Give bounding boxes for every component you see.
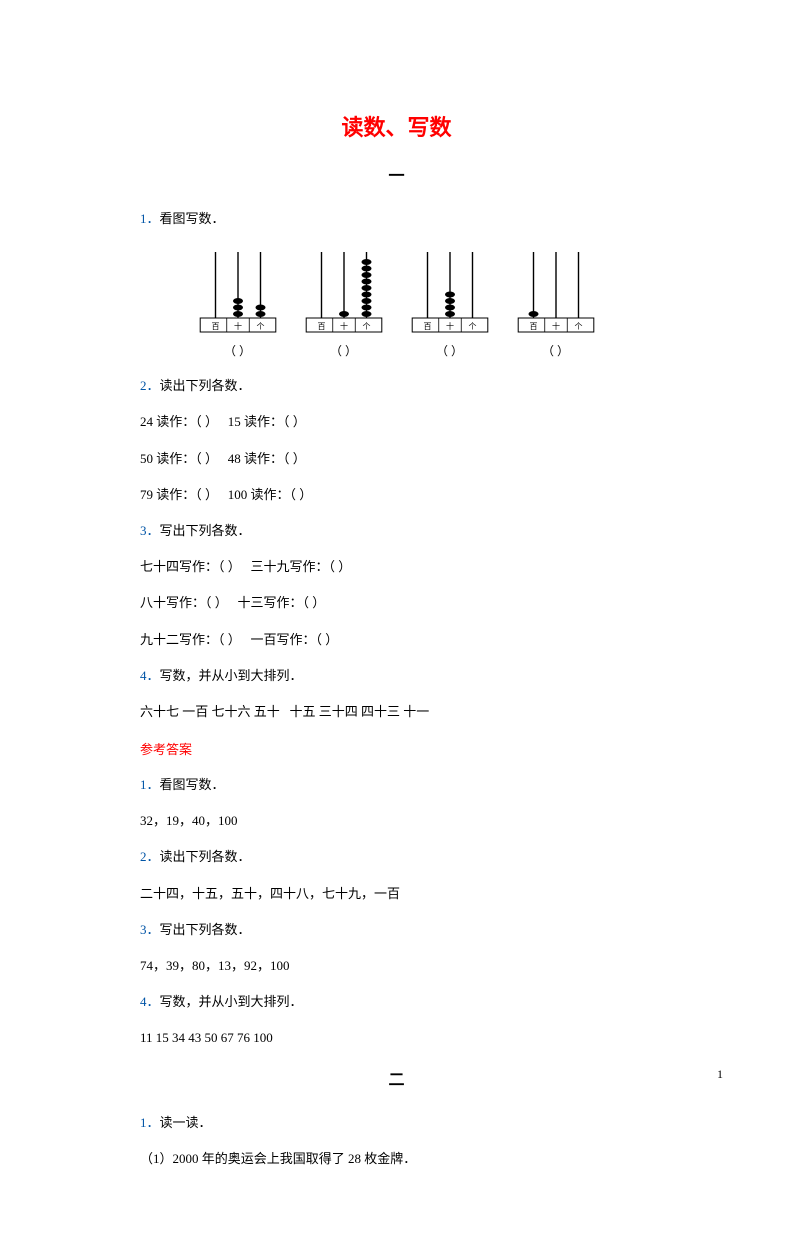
a2-text: 读出下列各数． bbox=[160, 849, 251, 864]
abacus-icon: 百十个 bbox=[405, 246, 495, 338]
abacus-unit: 百 十 个 （ ） bbox=[193, 246, 283, 359]
q3-heading: 3．写出下列各数． bbox=[140, 522, 653, 540]
a1-line1: 32，19，40，100 bbox=[140, 812, 653, 830]
a3-text: 写出下列各数． bbox=[160, 922, 251, 937]
abacus-icon: 百十个 bbox=[299, 246, 389, 338]
a2-heading: 2．读出下列各数． bbox=[140, 848, 653, 866]
abacus-icon: 百十个 bbox=[511, 246, 601, 338]
q1-number: 1． bbox=[140, 211, 160, 226]
page-container: 读数、写数 一 1．看图写数． 百十个（ ）百十个（ ）百十个（ ）百十个（ ）… bbox=[0, 0, 793, 1246]
abacus-answer-blank: （ ） bbox=[193, 342, 283, 359]
abacus-label: 个 bbox=[468, 322, 476, 331]
abacus-unit: 百 十 个 （ ） bbox=[511, 246, 601, 359]
q2-line1: 24 读作：（ ） 15 读作：（ ） bbox=[140, 413, 653, 431]
abacus-icon: 百十个 bbox=[193, 246, 283, 338]
s2q1-text: 读一读． bbox=[160, 1115, 212, 1130]
a2-line1: 二十四，十五，五十，四十八，七十九，一百 bbox=[140, 885, 653, 903]
abacus-label: 个 bbox=[256, 322, 264, 331]
q2-number: 2． bbox=[140, 378, 160, 393]
abacus-label: 百 bbox=[529, 322, 537, 331]
a4-number: 4． bbox=[140, 994, 160, 1009]
abacus-label: 百 bbox=[317, 322, 325, 331]
abacus-answer-blank: （ ） bbox=[299, 342, 389, 359]
abacus-label: 百 bbox=[423, 322, 431, 331]
s2q1-heading: 1．读一读． bbox=[140, 1114, 653, 1132]
q4-number: 4． bbox=[140, 668, 160, 683]
q3-number: 3． bbox=[140, 523, 160, 538]
abacus-answer-blank: （ ） bbox=[511, 342, 601, 359]
q4-text: 写数，并从小到大排列． bbox=[160, 668, 303, 683]
q4-line1: 六十七 一百 七十六 五十 十五 三十四 四十三 十一 bbox=[140, 703, 653, 721]
a1-text: 看图写数． bbox=[160, 777, 225, 792]
section-one-heading: 一 bbox=[140, 162, 653, 186]
a2-number: 2． bbox=[140, 849, 160, 864]
a1-heading: 1．看图写数． bbox=[140, 776, 653, 794]
abacus-unit: 百 十 个 （ ） bbox=[299, 246, 389, 359]
abacus-label: 个 bbox=[574, 322, 582, 331]
document-title: 读数、写数 bbox=[140, 110, 653, 142]
a3-line1: 74，39，80，13，92，100 bbox=[140, 957, 653, 975]
a3-heading: 3．写出下列各数． bbox=[140, 921, 653, 939]
section-two-heading: 二 bbox=[140, 1066, 653, 1090]
s2q1-number: 1． bbox=[140, 1115, 160, 1130]
q3-text: 写出下列各数． bbox=[160, 523, 251, 538]
abacus-unit: 百 十 个 （ ） bbox=[405, 246, 495, 359]
q4-heading: 4．写数，并从小到大排列． bbox=[140, 667, 653, 685]
abacus-label: 十 bbox=[234, 321, 242, 331]
q2-line2: 50 读作：（ ） 48 读作：（ ） bbox=[140, 450, 653, 468]
q2-line3: 79 读作：（ ） 100 读作：（ ） bbox=[140, 486, 653, 504]
a1-number: 1． bbox=[140, 777, 160, 792]
q2-text: 读出下列各数． bbox=[160, 378, 251, 393]
a3-number: 3． bbox=[140, 922, 160, 937]
q3-line1: 七十四写作：（ ） 三十九写作：（ ） bbox=[140, 558, 653, 576]
abacus-row: 百 十 个 （ ） 百 十 个 （ ） 百 十 个 （ ） 百 十 个 （ ） bbox=[140, 246, 653, 359]
abacus-label: 十 bbox=[446, 321, 454, 331]
q1-text: 看图写数． bbox=[160, 211, 225, 226]
abacus-label: 十 bbox=[340, 321, 348, 331]
a4-heading: 4．写数，并从小到大排列． bbox=[140, 993, 653, 1011]
q2-heading: 2．读出下列各数． bbox=[140, 377, 653, 395]
abacus-label: 十 bbox=[552, 321, 560, 331]
abacus-label: 个 bbox=[362, 322, 370, 331]
q1-line: 1．看图写数． bbox=[140, 210, 653, 228]
abacus-label: 百 bbox=[211, 322, 219, 331]
a4-line1: 11 15 34 43 50 67 76 100 bbox=[140, 1029, 653, 1047]
q3-line2: 八十写作：（ ） 十三写作：（ ） bbox=[140, 594, 653, 612]
answers-heading: 参考答案 bbox=[140, 739, 653, 758]
page-number: 1 bbox=[717, 1067, 723, 1082]
a4-text: 写数，并从小到大排列． bbox=[160, 994, 303, 1009]
s2q1-line1: （1）2000 年的奥运会上我国取得了 28 枚金牌． bbox=[140, 1150, 653, 1168]
q3-line3: 九十二写作：（ ） 一百写作：（ ） bbox=[140, 631, 653, 649]
abacus-answer-blank: （ ） bbox=[405, 342, 495, 359]
